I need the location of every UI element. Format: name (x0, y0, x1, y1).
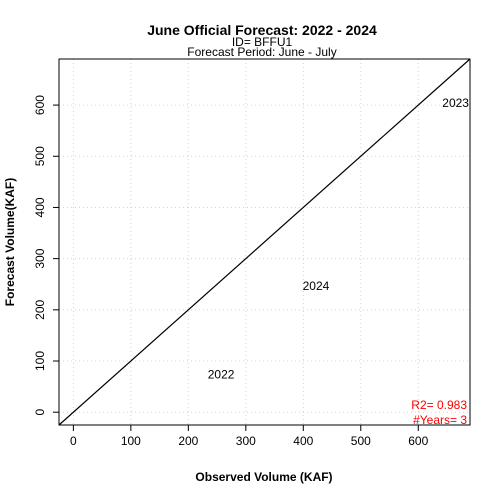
x-axis: 0 100 200 300 400 500 600 (70, 425, 429, 448)
point-label: 2023 (442, 96, 469, 110)
x-tick-label: 300 (236, 434, 256, 448)
chart-subtitle-id: ID= BFFU1 (232, 35, 293, 49)
one-to-one-line (58, 58, 471, 426)
point-labels: 2023 2024 2022 (208, 96, 470, 381)
x-tick-label: 500 (351, 434, 371, 448)
point-label: 2022 (208, 368, 235, 382)
plot-frame (58, 58, 471, 426)
x-axis-label: Observed Volume (KAF) (195, 470, 332, 484)
chart-title: June Official Forecast: 2022 - 2024 (147, 22, 377, 38)
years-stat: #Years= 3 (413, 413, 467, 427)
x-tick-label: 600 (408, 434, 428, 448)
grid-lines (59, 59, 470, 425)
y-tick-label: 300 (33, 248, 47, 268)
y-axis-label: Forecast Volume(KAF) (3, 178, 17, 306)
y-tick-label: 600 (33, 95, 47, 115)
y-tick-label: 0 (33, 409, 47, 416)
y-tick-label: 400 (33, 197, 47, 217)
x-tick-label: 0 (70, 434, 77, 448)
x-tick-label: 200 (178, 434, 198, 448)
y-tick-label: 100 (33, 351, 47, 371)
x-tick-label: 100 (121, 434, 141, 448)
r2-stat: R2= 0.983 (411, 398, 467, 412)
x-tick-label: 400 (293, 434, 313, 448)
y-axis: 0 100 200 300 400 500 600 (33, 95, 59, 416)
chart-subtitle-period: Forecast Period: June - July (187, 45, 336, 59)
point-label: 2024 (303, 279, 330, 293)
y-tick-label: 500 (33, 146, 47, 166)
y-tick-label: 200 (33, 299, 47, 319)
